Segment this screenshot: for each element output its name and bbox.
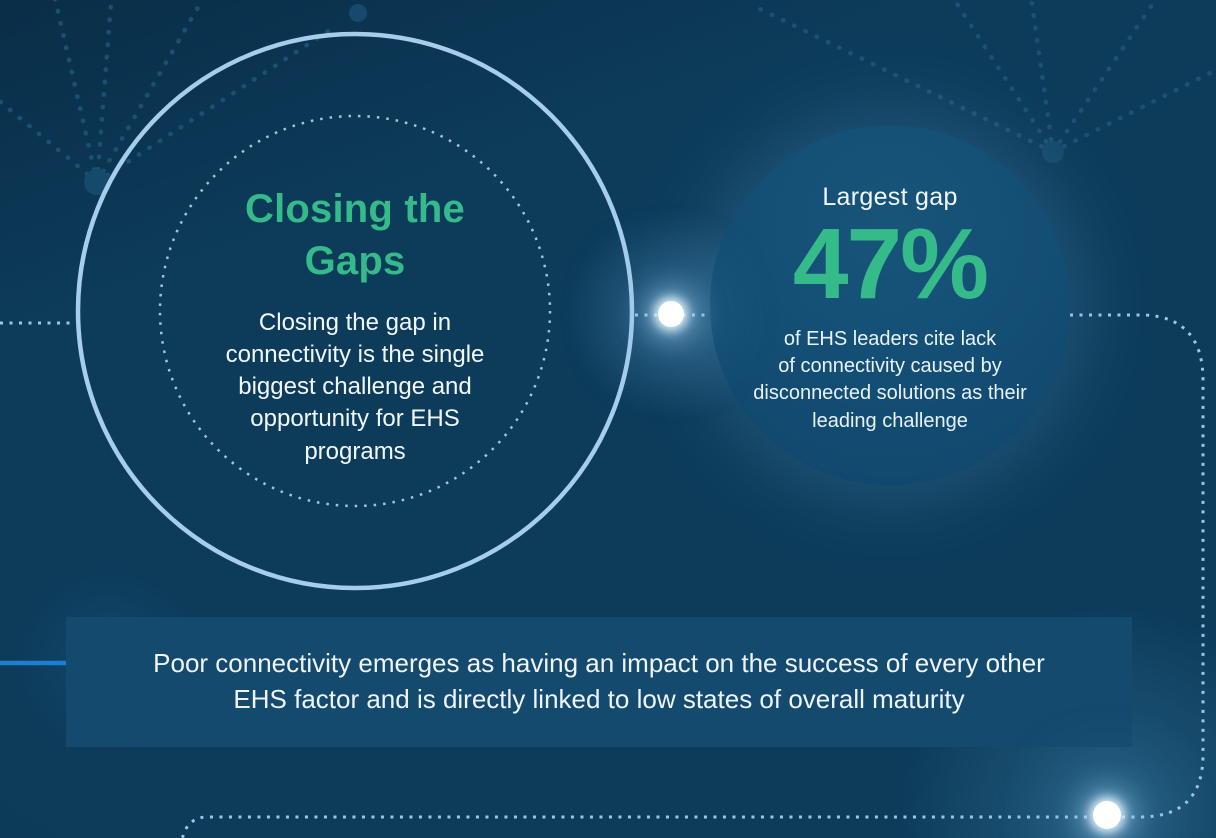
stat-label: Largest gap bbox=[822, 183, 958, 211]
glow-node-bottom-right bbox=[1093, 801, 1121, 829]
hero-circle-ring bbox=[75, 31, 635, 591]
network-hub-top-left bbox=[84, 169, 110, 195]
stat-circle: Largest gap 47% of EHS leaders cite lack… bbox=[710, 125, 1070, 485]
stat-value: 47% bbox=[792, 208, 989, 320]
stat-description: of EHS leaders cite lack of connectivity… bbox=[753, 328, 1027, 432]
summary-banner: Poor connectivity emerges as having an i… bbox=[66, 617, 1132, 747]
hero-text-block: Closing the Gaps Closing the gap in conn… bbox=[165, 183, 545, 468]
hero-description: Closing the gap in connectivity is the s… bbox=[225, 309, 485, 465]
hero-circle-dotted-ring bbox=[158, 114, 552, 508]
network-fan-top-left bbox=[0, 0, 333, 185]
network-hub-top-right bbox=[1042, 141, 1064, 163]
dotted-connector-right-bottom bbox=[181, 313, 1205, 838]
glow-node-middle bbox=[658, 301, 684, 327]
network-fan-top-right bbox=[755, 0, 1216, 155]
summary-banner-text: Poor connectivity emerges as having an i… bbox=[153, 648, 1045, 714]
hero-title: Closing the Gaps bbox=[245, 187, 465, 283]
network-node-small bbox=[349, 4, 367, 22]
